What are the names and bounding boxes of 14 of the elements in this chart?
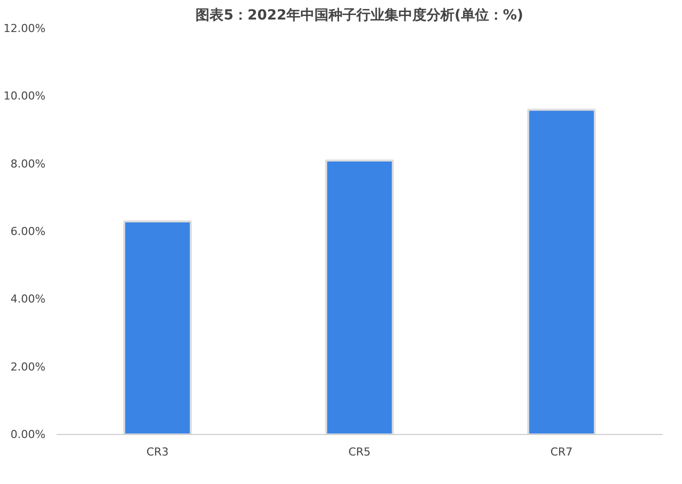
y-tick-label: 10.00% (4, 90, 46, 103)
y-tick-label: 2.00% (10, 360, 46, 374)
bar (527, 108, 596, 434)
x-tick-label: CR7 (550, 446, 573, 458)
y-tick-label: 8.00% (10, 157, 46, 170)
bar (325, 159, 394, 434)
chart-title: 图表5：2022年中国种子行业集中度分析(单位：%) (196, 6, 524, 24)
y-tick-label: 4.00% (10, 292, 46, 306)
y-tick-label: 12.00% (4, 22, 46, 35)
x-tick-label: CR5 (348, 446, 371, 458)
bar (123, 220, 192, 434)
x-tick-label: CR3 (146, 446, 169, 458)
y-tick-label: 6.00% (10, 225, 46, 238)
y-tick-label: 0.00% (10, 428, 46, 441)
